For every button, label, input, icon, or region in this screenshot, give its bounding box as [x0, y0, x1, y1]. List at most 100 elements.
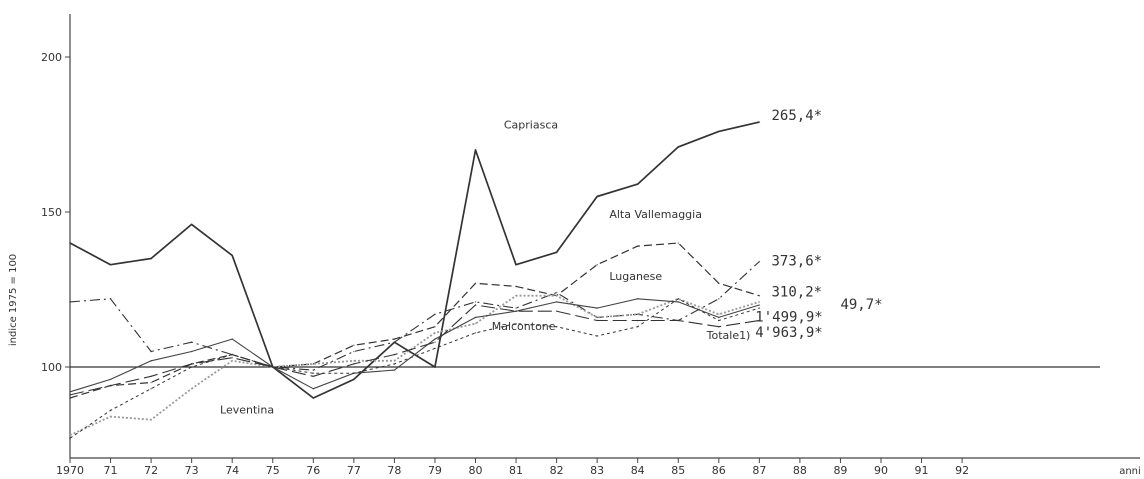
- data-point-malcontone: [434, 338, 436, 340]
- data-point-malcontone: [718, 316, 720, 319]
- data-point-totale: [555, 310, 558, 313]
- data-point-totale: [353, 363, 355, 365]
- data-point-capriasca: [109, 263, 112, 266]
- data-point-leventina: [596, 335, 598, 337]
- data-point-unlabeled: [636, 313, 639, 316]
- series-annotation-leventina: Leventina: [220, 404, 274, 417]
- data-point-luganese: [393, 338, 396, 340]
- data-point-malcontone: [312, 387, 315, 390]
- y-tick-label: 100: [41, 361, 62, 374]
- data-point-totale: [596, 319, 598, 322]
- data-point-unlabeled: [393, 360, 396, 362]
- data-point-leventina: [69, 437, 71, 440]
- x-tick-label: 86: [712, 464, 726, 477]
- data-point-luganese: [150, 381, 152, 384]
- x-tick-label: 72: [144, 464, 158, 477]
- data-point-leventina: [109, 409, 112, 412]
- series-annotation-alta-vallemaggia: Alta Vallemaggia: [609, 208, 702, 221]
- end-value-label: 310,2*: [772, 285, 823, 301]
- data-point-leventina: [555, 325, 558, 328]
- data-point-alta-vallemaggia: [758, 260, 761, 263]
- x-tick-label: 81: [509, 464, 523, 477]
- data-point-alta-vallemaggia: [718, 298, 720, 300]
- data-point-malcontone: [555, 301, 558, 303]
- series-line-luganese: [69, 242, 760, 399]
- data-point-leventina: [434, 347, 436, 350]
- data-point-totale: [190, 363, 193, 365]
- series-annotation-capriasca: Capriasca: [504, 118, 558, 131]
- data-point-totale: [636, 319, 639, 322]
- data-point-unlabeled: [69, 434, 71, 437]
- data-point-leventina: [677, 298, 680, 300]
- data-point-capriasca: [312, 397, 315, 399]
- x-tick-label: 87: [752, 464, 766, 477]
- data-point-alta-vallemaggia: [353, 350, 355, 353]
- end-value-label: 4'963,9*: [755, 325, 822, 341]
- labels-layer: Capriasca Alta Vallemaggia Luganese Malcont…: [220, 108, 883, 417]
- x-tick-label: 71: [104, 464, 118, 477]
- x-tick-label: 85: [671, 464, 685, 477]
- series-line-capriasca: [69, 121, 760, 399]
- series-line-malcontone: [69, 298, 760, 393]
- data-point-leventina: [718, 319, 720, 322]
- data-point-malcontone: [758, 304, 761, 306]
- data-point-unlabeled: [109, 415, 112, 418]
- series-line-leventina: [69, 298, 760, 439]
- data-point-capriasca: [474, 149, 477, 151]
- data-point-leventina: [190, 366, 193, 368]
- end-value-label: 265,4*: [772, 108, 823, 124]
- data-point-capriasca: [596, 195, 598, 198]
- data-point-alta-vallemaggia: [434, 313, 436, 316]
- data-point-luganese: [353, 344, 355, 347]
- x-tick-label: 90: [874, 464, 888, 477]
- data-point-capriasca: [677, 146, 680, 148]
- data-point-unlabeled: [312, 363, 315, 365]
- data-point-totale: [150, 375, 152, 378]
- x-tick-label: 91: [915, 464, 929, 477]
- data-point-alta-vallemaggia: [312, 369, 315, 371]
- data-point-capriasca: [434, 366, 436, 368]
- data-point-unlabeled: [596, 316, 598, 319]
- data-point-luganese: [636, 245, 639, 247]
- data-point-totale: [677, 319, 680, 322]
- data-point-totale: [109, 384, 112, 387]
- x-tick-label: 88: [793, 464, 807, 477]
- data-point-unlabeled: [434, 332, 436, 334]
- data-point-capriasca: [636, 183, 639, 185]
- x-tick-label: 73: [185, 464, 199, 477]
- data-point-unlabeled: [474, 322, 477, 325]
- series-annotation-malcontone: Malcontone: [492, 320, 556, 333]
- x-tick-label: 76: [306, 464, 320, 477]
- data-point-luganese: [596, 263, 598, 266]
- data-point-totale: [312, 375, 315, 378]
- data-point-unlabeled: [718, 313, 720, 316]
- data-point-malcontone: [69, 391, 71, 393]
- data-point-luganese: [474, 282, 477, 285]
- series-line-totale: [69, 304, 760, 396]
- y-tick-label: 200: [41, 51, 62, 64]
- data-point-luganese: [677, 242, 680, 244]
- series-annotation-1-: 1): [739, 329, 750, 342]
- x-axis-label: anni: [1119, 466, 1141, 477]
- data-point-leventina: [353, 372, 355, 375]
- x-tick-label: 78: [387, 464, 401, 477]
- x-tick-label: 89: [833, 464, 847, 477]
- series-line-unlabeled: [69, 294, 760, 437]
- data-point-unlabeled: [515, 294, 517, 297]
- data-point-malcontone: [190, 350, 193, 353]
- data-point-luganese: [515, 285, 517, 288]
- data-point-capriasca: [190, 223, 193, 226]
- data-point-leventina: [312, 372, 315, 375]
- data-point-leventina: [636, 325, 639, 328]
- data-point-capriasca: [231, 254, 233, 257]
- data-point-totale: [393, 353, 396, 356]
- data-point-capriasca: [718, 130, 720, 133]
- data-point-leventina: [393, 363, 396, 365]
- data-point-malcontone: [109, 378, 112, 381]
- data-point-totale: [69, 394, 71, 396]
- y-axis-label: indice 1975 = 100: [8, 254, 19, 346]
- data-point-unlabeled: [190, 387, 193, 390]
- x-tick-label: 83: [590, 464, 604, 477]
- data-point-luganese: [718, 282, 720, 285]
- x-tick-label: 1970: [56, 464, 84, 477]
